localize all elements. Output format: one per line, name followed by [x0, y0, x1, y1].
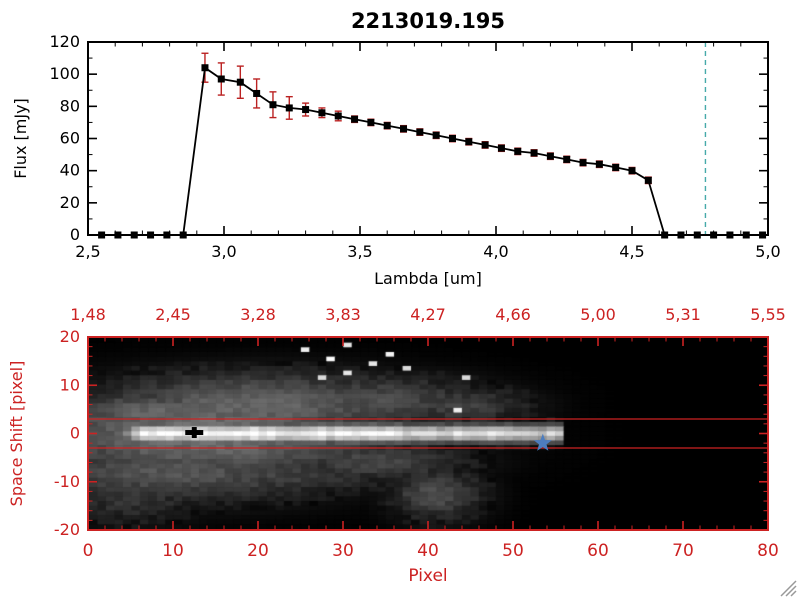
data-point-square [514, 147, 522, 155]
y-axis-label: Flux [mJy] [11, 98, 30, 179]
x-tick-label: 4,0 [483, 242, 508, 261]
y-tick-label: -10 [54, 472, 80, 491]
axis-ticks [87, 336, 769, 531]
axis-box [87, 41, 769, 236]
wavelength-tick-label: 3,28 [240, 305, 276, 324]
y-tick-label: 100 [49, 64, 80, 83]
axis-ticks [87, 41, 769, 236]
x-tick-label: 80 [757, 541, 779, 561]
data-point-square [318, 109, 326, 117]
data-point-square [612, 163, 620, 171]
spectrum-line [101, 66, 763, 236]
data-point-square [201, 64, 209, 72]
data-point-square [416, 128, 424, 136]
data-point-square [497, 144, 505, 152]
data-point-square [530, 149, 538, 157]
wavelength-tick-label: 2,45 [155, 305, 191, 324]
x-tick-label: 40 [417, 541, 439, 561]
data-point-square [448, 135, 456, 142]
chart-title: 2213019.195 [351, 9, 505, 33]
data-point-square [269, 101, 277, 109]
y-tick-label: 20 [60, 327, 80, 346]
data-point-square [644, 176, 652, 184]
x-tick-label: 2,5 [75, 242, 100, 261]
wavelength-tick-label: 3,83 [325, 305, 361, 324]
x-tick-label: 10 [162, 541, 184, 561]
data-point-square [595, 160, 603, 168]
wavelength-tick-label: 4,27 [410, 305, 446, 324]
wavelength-tick-label: 5,00 [580, 305, 616, 324]
data-point-square [628, 167, 636, 175]
data-point-square [236, 78, 244, 86]
spatial-plot-overlay: 0 1,48 10 2,45 20 3,28 30 3,83 40 4,27 50 4,66 60 5,0… [7, 305, 786, 586]
data-point-square [302, 106, 310, 114]
wavelength-tick-label: 4,66 [495, 305, 531, 324]
data-point-square [579, 159, 587, 167]
wavelength-tick-label: 5,55 [750, 305, 786, 324]
x-tick-label: 30 [332, 541, 354, 561]
spectrum-markers [98, 64, 767, 239]
data-point-square [285, 104, 293, 112]
data-point-square [383, 122, 391, 130]
x-tick-label: 20 [247, 541, 269, 561]
wavelength-tick-label: 5,31 [665, 305, 701, 324]
x-tick-label: 4,5 [619, 242, 644, 261]
data-point-square [217, 75, 225, 83]
data-point-square [400, 125, 408, 133]
x-tick-label: 3,0 [211, 242, 236, 261]
y-tick-label: 20 [60, 193, 80, 212]
x-tick-label: 3,5 [347, 242, 372, 261]
resize-grip[interactable] [778, 578, 798, 598]
data-point-square [367, 118, 375, 126]
y-tick-label: 0 [70, 424, 80, 443]
resize-grip-lines [780, 580, 797, 597]
x-axis-label: Pixel [408, 566, 447, 586]
y-tick-label: 120 [49, 32, 80, 51]
y-tick-label: 60 [60, 129, 80, 148]
data-point-square [334, 112, 342, 120]
x-tick-label: 0 [83, 541, 94, 561]
y-tick-label: 10 [60, 375, 80, 394]
wavelength-tick-label: 1,48 [70, 305, 106, 324]
y-tick-label: 80 [60, 96, 80, 115]
data-point-square [351, 115, 359, 123]
data-point-square [563, 155, 571, 163]
y-axis-label: Space Shift [pixel] [7, 361, 26, 507]
selected-pixel-star [533, 433, 552, 451]
data-point-square [432, 131, 440, 139]
x-tick-label: 50 [502, 541, 524, 561]
data-point-square [546, 152, 554, 160]
data-point-square [481, 141, 489, 149]
data-point-square [465, 138, 473, 146]
y-tick-label: 0 [70, 225, 80, 244]
x-tick-label: 70 [672, 541, 694, 561]
x-tick-label: 60 [587, 541, 609, 561]
source-position-cross [185, 427, 204, 439]
x-tick-label: 5,0 [755, 242, 780, 261]
y-tick-label: 40 [60, 161, 80, 180]
x-axis-label: Lambda [um] [374, 269, 482, 288]
y-tick-label: -20 [54, 520, 80, 539]
data-point-square [253, 89, 261, 97]
spectrum-plot: 2,5 3,0 3,5 4,0 4,5 5,0 0 20 40 60 80 100 120 2213019… [11, 9, 781, 288]
cross-v [191, 427, 197, 439]
